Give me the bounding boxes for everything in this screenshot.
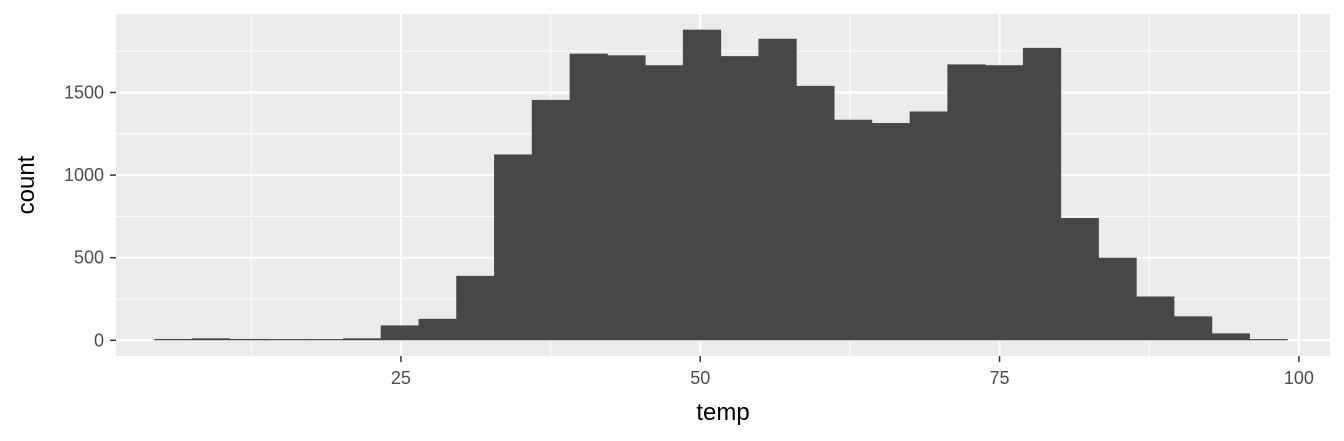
histogram-bar [1060, 218, 1099, 341]
histogram-bar [796, 85, 835, 341]
x-axis: 25 50 75 100 [391, 356, 1314, 388]
histogram-bar [342, 338, 382, 341]
y-tick-label: 500 [74, 248, 104, 268]
x-tick-label: 75 [990, 368, 1010, 388]
histogram-bar [456, 275, 495, 341]
x-tick-label: 100 [1284, 368, 1314, 388]
y-tick-label: 1500 [64, 82, 104, 102]
histogram-bar [154, 338, 193, 341]
histogram-bar [682, 29, 722, 341]
x-tick-label: 25 [391, 368, 411, 388]
histogram-bar [494, 154, 533, 341]
histogram-bar [1098, 257, 1137, 341]
histogram-bar [229, 338, 268, 341]
histogram-bar [909, 111, 948, 341]
y-tick-label: 0 [94, 330, 104, 350]
histogram-bar [1022, 47, 1062, 341]
y-tick-label: 1000 [64, 165, 104, 185]
x-axis-title: temp [696, 399, 749, 426]
histogram-bar [834, 119, 873, 341]
histogram-bar [720, 56, 759, 341]
histogram-bar [1173, 316, 1213, 341]
x-tick-label: 50 [690, 368, 710, 388]
histogram-bar [267, 339, 306, 341]
histogram-bar [1249, 339, 1288, 341]
histogram-bar [985, 65, 1024, 341]
histogram-bar [569, 53, 608, 341]
histogram-bar [871, 123, 911, 341]
histogram-bar [645, 65, 684, 341]
histogram-bar [947, 64, 986, 341]
histogram-bar [758, 38, 797, 341]
histogram-bar [191, 338, 231, 341]
histogram-bar [1136, 296, 1175, 341]
histogram-bar [607, 55, 646, 341]
histogram-bar [305, 339, 344, 341]
histogram-bar [531, 99, 571, 341]
y-axis-title: count [13, 155, 40, 214]
histogram-bars [154, 29, 1288, 341]
histogram-bar [418, 318, 457, 341]
histogram-bar [380, 325, 419, 341]
y-axis: 0 500 1000 1500 [64, 82, 116, 350]
histogram-bar [1211, 333, 1250, 341]
